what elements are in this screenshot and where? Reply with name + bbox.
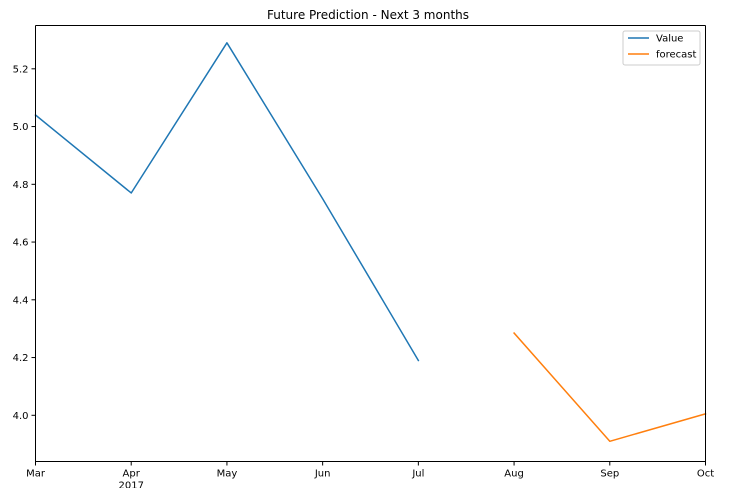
series-line-forecast [513,331,707,443]
legend-label-value: Value [656,34,683,45]
x-tick-label: Jul [411,469,424,480]
x-tick-label: Oct [697,469,714,480]
y-tick-label: 4.4 [13,295,29,306]
y-tick-label: 4.2 [13,353,29,364]
x-tick-label: Jun [314,469,331,480]
y-tick-label: 4.8 [13,180,29,191]
axes-layer [35,25,706,462]
y-tick-label: 5.0 [13,122,29,133]
plot-area [35,25,706,462]
x-tick-label: May [217,469,238,480]
x-tick-label: Aug [504,469,524,480]
y-tick-label: 4.0 [13,411,29,422]
legend-box [622,30,701,66]
x-tick-label: Apr [123,469,141,480]
series-layer [34,42,707,443]
x-tick-label: Mar [26,469,46,480]
y-tick-label: 4.6 [13,238,29,249]
x-tick-label: Sep [600,469,619,480]
legend-label-forecast: forecast [656,50,697,61]
chart-title: Future Prediction - Next 3 months [267,8,469,22]
y-axis-ticks: 4.0 4.2 4.4 4.6 4.8 5.0 5.2 [13,64,36,422]
y-tick-label: 5.2 [13,64,29,75]
series-line-value [34,42,420,362]
x-tick-year-label: 2017 [118,481,143,488]
chart-legend: Value forecast [622,30,701,66]
